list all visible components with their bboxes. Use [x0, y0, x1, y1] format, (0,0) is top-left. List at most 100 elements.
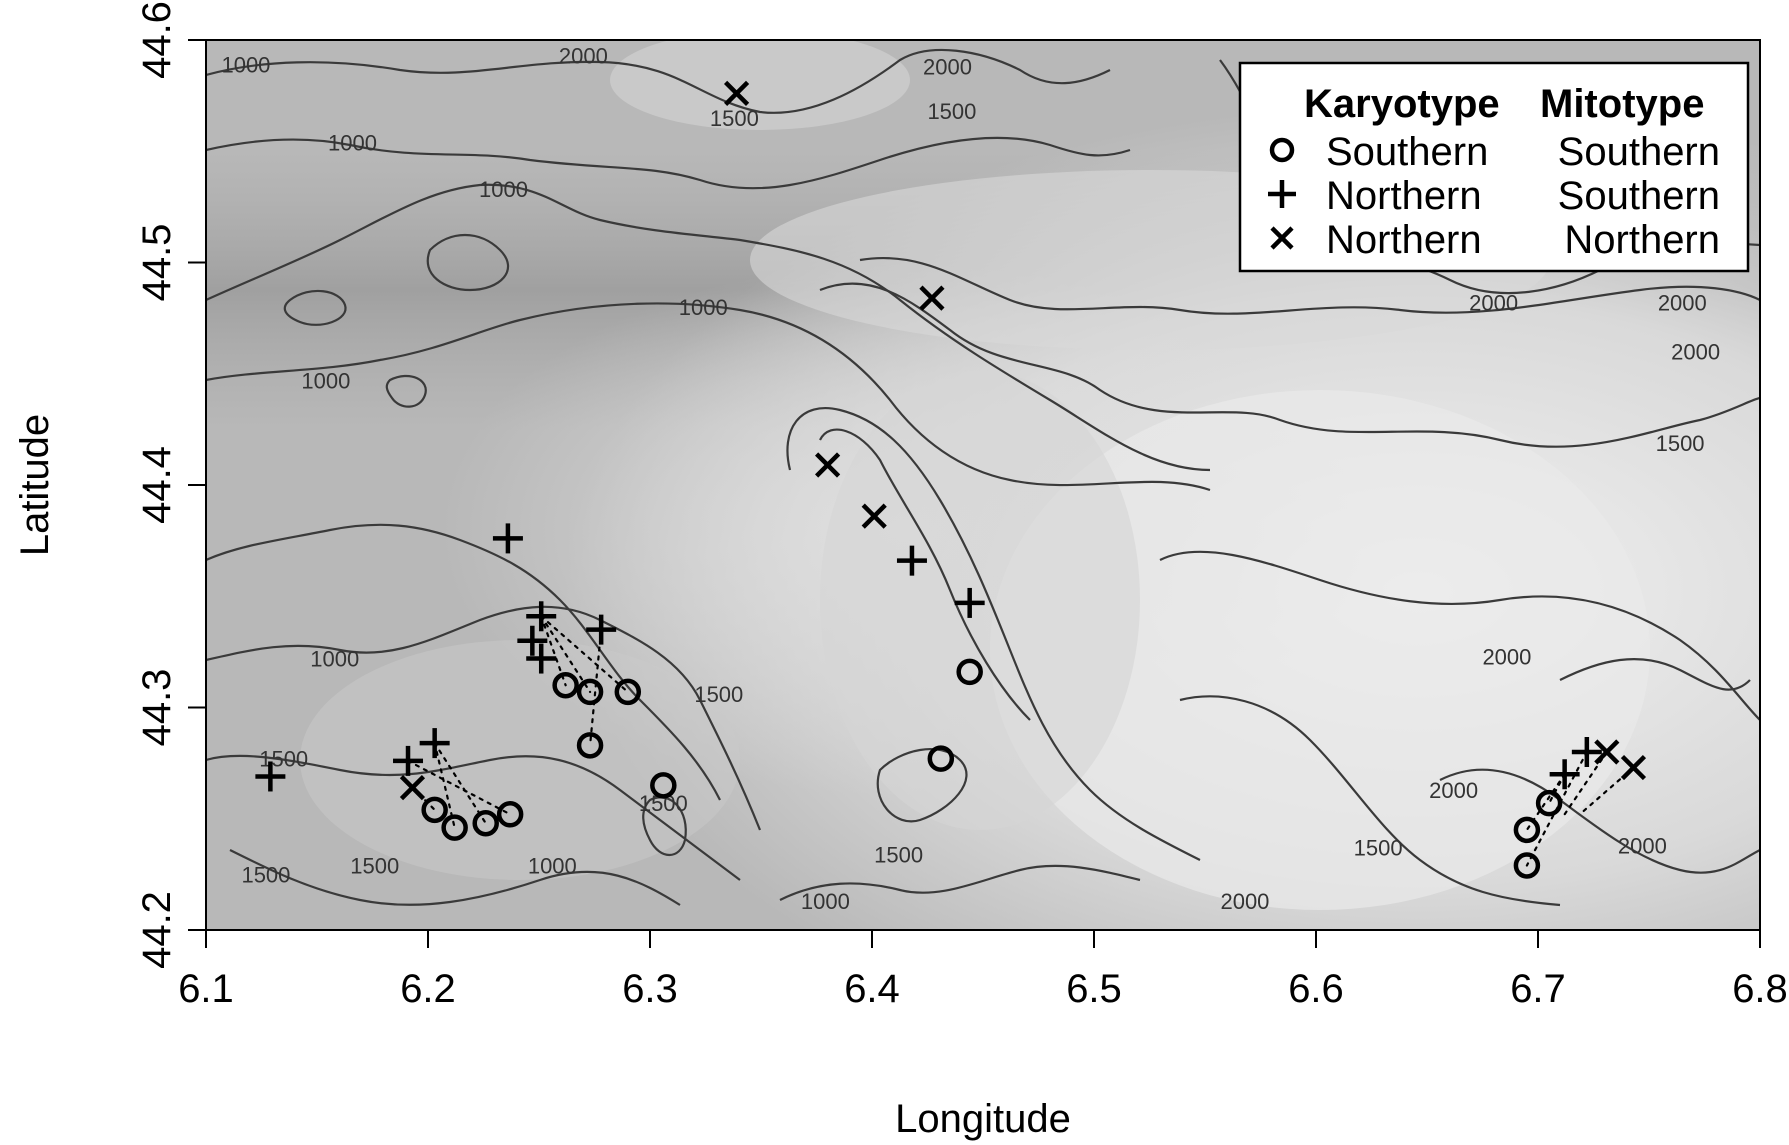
cross-point: [815, 452, 841, 478]
contour-label: 1000: [221, 53, 270, 78]
contour-line: [206, 136, 1131, 190]
contour-label: 1500: [694, 682, 743, 707]
contour-label: 1000: [310, 647, 359, 672]
plus-point: [419, 728, 450, 759]
contour-line: [786, 407, 1201, 861]
contour-line: [206, 754, 741, 881]
contour-label: 1000: [801, 889, 850, 914]
contour-label: 2000: [1220, 889, 1269, 914]
x-axis-title: Longitude: [895, 1097, 1071, 1141]
legend-karyotype: Northern: [1326, 174, 1482, 218]
circle-point: [956, 658, 983, 686]
circle-point: [421, 796, 448, 824]
legend-symbol-circle: [1269, 137, 1295, 163]
circle-point: [576, 732, 604, 759]
contour-label: 1000: [328, 130, 377, 155]
cross-point: [1594, 739, 1620, 765]
pair-link: [540, 615, 567, 687]
contour-line: [1559, 658, 1751, 691]
contour-line: [1159, 550, 1760, 721]
contour-labels: 1000 2000 2000 1500 1500 1000 1000 1000 2000 2000…: [221, 44, 1720, 914]
legend-header-mitotype: Mitotype: [1540, 82, 1704, 126]
x-tick-label: 6.7: [1510, 967, 1566, 1011]
circle-point: [1513, 852, 1541, 879]
legend-header-karyotype: Karyotype: [1304, 82, 1500, 126]
contour-label: 1000: [528, 854, 577, 879]
cross-point: [399, 775, 426, 801]
contour-label: 1500: [350, 854, 399, 879]
contour-label: 1000: [301, 368, 350, 393]
contour-line: [1439, 768, 1760, 874]
contour-line: [385, 374, 427, 408]
circle-point: [472, 809, 499, 837]
contour-label: 1500: [1656, 431, 1705, 456]
pair-link: [406, 759, 512, 816]
contour-label: 2000: [1658, 291, 1707, 316]
circle-point: [441, 814, 468, 841]
contour-label: 2000: [923, 55, 972, 80]
x-tick-label: 6.3: [622, 967, 678, 1011]
contour-label: 1500: [927, 99, 976, 124]
contour-label: 1500: [710, 106, 759, 131]
y-axis-title: Latitude: [13, 414, 57, 556]
plus-point: [255, 761, 286, 792]
contour-line: [283, 289, 347, 326]
x-axis: 6.1 6.2 6.3 6.4 6.5 6.6 6.7 6.8: [178, 929, 1788, 1011]
contour-label: 2000: [1469, 291, 1518, 316]
legend: Karyotype Mitotype Southern SouthernNorth…: [1238, 61, 1750, 273]
pair-link: [1563, 750, 1608, 816]
y-tick-label: 44.4: [135, 446, 179, 524]
contour-label: 1500: [874, 842, 923, 867]
pair-link: [433, 741, 487, 825]
cross-point: [723, 80, 750, 106]
pair-link: [540, 615, 629, 694]
pair-link: [588, 628, 603, 747]
x-tick-label: 6.4: [844, 967, 900, 1011]
pair-link: [1547, 773, 1566, 805]
contour-line: [819, 282, 1760, 448]
contour-label: 2000: [1482, 644, 1531, 669]
contour-label: 2000: [559, 44, 608, 69]
contour-line: [206, 523, 721, 801]
circle-point: [552, 672, 579, 699]
circle-point: [1535, 789, 1563, 817]
cross-point: [861, 503, 887, 529]
circle-point: [1513, 816, 1541, 844]
pair-link: [433, 741, 456, 829]
plus-point: [1549, 759, 1580, 790]
plus-point: [526, 601, 557, 632]
contour-line: [206, 302, 1211, 492]
x-tick-label: 6.6: [1288, 967, 1344, 1011]
contour-line: [859, 256, 1760, 315]
cross-point: [1620, 754, 1647, 781]
plus-point: [896, 545, 927, 576]
legend-symbol-cross: [1270, 226, 1294, 250]
x-tick-label: 6.2: [400, 967, 456, 1011]
y-tick-label: 44.5: [135, 224, 179, 302]
x-tick-label: 6.5: [1066, 967, 1122, 1011]
legend-box: [1238, 61, 1750, 273]
plus-point: [586, 614, 617, 645]
cross-point: [919, 285, 945, 311]
legend-symbol-plus: [1268, 180, 1296, 208]
y-axis: 44.2 44.3 44.4 44.5 44.6: [135, 1, 207, 969]
contour-label: 1500: [1354, 836, 1403, 861]
circle-point: [576, 678, 604, 706]
contour-lines: [206, 48, 1760, 907]
contour-label: 2000: [1429, 778, 1478, 803]
contour-label: 1000: [679, 295, 728, 320]
contour-line: [642, 796, 687, 857]
contour-label: 1500: [259, 747, 308, 772]
circle-point: [496, 801, 524, 828]
circle-point: [927, 745, 955, 772]
legend-karyotype: Northern: [1326, 218, 1482, 262]
circle-point: [614, 678, 642, 706]
legend-mitotype: Southern: [1558, 174, 1720, 218]
plus-point: [517, 625, 548, 656]
y-tick-label: 44.6: [135, 1, 179, 79]
contour-label: 2000: [1618, 833, 1667, 858]
pair-link: [411, 786, 436, 811]
contour-line: [206, 183, 1211, 472]
